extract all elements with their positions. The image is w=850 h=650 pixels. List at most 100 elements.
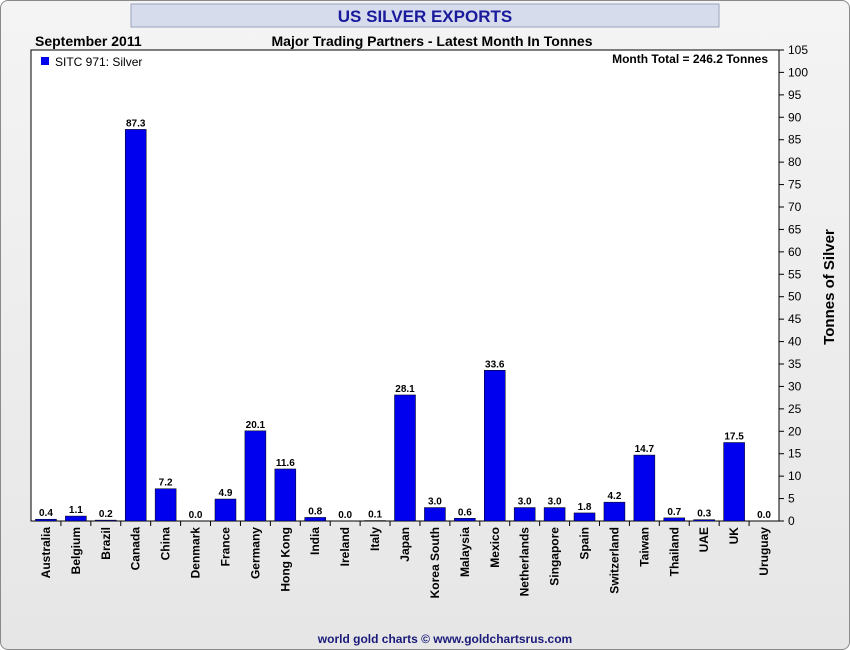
chart-subtitle: Major Trading Partners - Latest Month In… bbox=[272, 33, 593, 49]
x-tick-label: Taiwan bbox=[637, 527, 651, 567]
bar bbox=[65, 515, 87, 522]
y-tick-label: 90 bbox=[788, 110, 802, 124]
data-label: 0.2 bbox=[99, 509, 113, 520]
x-tick-label: Korea South bbox=[428, 527, 442, 598]
data-label: 20.1 bbox=[246, 420, 266, 431]
y-tick-label: 25 bbox=[788, 402, 802, 416]
y-axis-label: Tonnes of Silver bbox=[821, 229, 838, 345]
bar bbox=[244, 430, 267, 522]
y-tick-label: 20 bbox=[788, 424, 802, 438]
data-label: 3.0 bbox=[518, 497, 532, 508]
y-tick-label: 70 bbox=[788, 200, 802, 214]
data-label: 3.0 bbox=[428, 497, 442, 508]
chart-title: US SILVER EXPORTS bbox=[338, 7, 512, 26]
bar bbox=[214, 498, 237, 522]
data-label: 0.0 bbox=[757, 510, 771, 521]
data-label: 4.2 bbox=[607, 491, 621, 502]
x-axis: Australia Belgium Brazil Canada China Denmark… bbox=[39, 521, 771, 598]
y-tick-label: 35 bbox=[788, 357, 802, 371]
data-label: 0.7 bbox=[667, 507, 681, 518]
data-label: 0.0 bbox=[189, 510, 203, 521]
data-label: 0.0 bbox=[338, 510, 352, 521]
data-label: 7.2 bbox=[159, 478, 173, 489]
x-tick-label: Australia bbox=[39, 527, 53, 579]
y-tick-label: 55 bbox=[788, 267, 802, 281]
x-tick-label: Denmark bbox=[189, 527, 203, 579]
x-tick-label: Malaysia bbox=[458, 527, 472, 577]
x-tick-label: Ireland bbox=[338, 527, 352, 566]
y-tick-label: 10 bbox=[788, 469, 802, 483]
data-label: 0.8 bbox=[308, 506, 322, 517]
y-tick-label: 65 bbox=[788, 222, 802, 236]
bar bbox=[663, 517, 686, 522]
y-tick-label: 60 bbox=[788, 245, 802, 259]
x-tick-label: UAE bbox=[697, 527, 711, 552]
bar bbox=[454, 518, 476, 522]
bar bbox=[95, 519, 117, 522]
footer-credit: world gold charts © www.goldchartsrus.co… bbox=[317, 632, 572, 646]
x-tick-label: Japan bbox=[398, 527, 412, 562]
x-tick-label: Mexico bbox=[488, 527, 502, 568]
bar bbox=[723, 442, 745, 522]
x-tick-label: Belgium bbox=[69, 527, 83, 574]
data-label: 0.1 bbox=[368, 510, 382, 521]
x-tick-label: Hong Kong bbox=[278, 527, 292, 592]
legend-swatch bbox=[41, 57, 49, 65]
y-tick-label: 5 bbox=[788, 492, 795, 506]
data-label: 3.0 bbox=[548, 497, 562, 508]
data-label: 0.3 bbox=[697, 509, 711, 520]
y-tick-label: 15 bbox=[788, 447, 802, 461]
data-label: 0.6 bbox=[458, 507, 472, 518]
y-tick-label: 45 bbox=[788, 312, 802, 326]
x-tick-label: China bbox=[159, 527, 173, 561]
bar bbox=[35, 518, 57, 522]
x-tick-label: India bbox=[308, 527, 322, 555]
bar bbox=[513, 507, 536, 522]
y-tick-label: 30 bbox=[788, 379, 802, 393]
data-label: 1.8 bbox=[578, 502, 592, 513]
y-tick-label: 50 bbox=[788, 290, 802, 304]
x-tick-label: Uruguay bbox=[757, 527, 771, 576]
x-tick-label: Germany bbox=[248, 527, 262, 579]
month-total: Month Total = 246.2 Tonnes bbox=[612, 52, 768, 66]
bar bbox=[484, 370, 506, 522]
x-tick-label: Netherlands bbox=[518, 527, 532, 597]
data-label: 1.1 bbox=[69, 505, 83, 516]
bar bbox=[573, 512, 596, 522]
data-label: 11.6 bbox=[276, 458, 295, 469]
data-label: 14.7 bbox=[635, 444, 655, 455]
data-label: 17.5 bbox=[724, 432, 744, 443]
x-tick-label: Singapore bbox=[548, 527, 562, 586]
data-label: 28.1 bbox=[395, 384, 415, 395]
x-tick-label: UK bbox=[727, 527, 741, 545]
bar bbox=[274, 468, 297, 522]
x-tick-label: Switzerland bbox=[607, 527, 621, 594]
bar bbox=[394, 394, 416, 522]
bar bbox=[424, 507, 446, 522]
bar bbox=[603, 501, 626, 522]
y-tick-label: 40 bbox=[788, 335, 802, 349]
data-label: 33.6 bbox=[485, 359, 505, 370]
x-tick-label: Canada bbox=[129, 527, 143, 571]
y-tick-label: 75 bbox=[788, 178, 802, 192]
x-tick-label: Italy bbox=[368, 527, 382, 551]
x-tick-label: Thailand bbox=[667, 527, 681, 576]
legend-label: SITC 971: Silver bbox=[55, 55, 142, 69]
y-tick-label: 105 bbox=[788, 43, 808, 57]
y-tick-label: 85 bbox=[788, 133, 802, 147]
chart-date: September 2011 bbox=[35, 33, 142, 49]
bar bbox=[304, 517, 326, 522]
bar-series: 0.4 1.1 0.2 87.3 7.2 0.0 4.9 20.1 11.6 0.8 0.0 0.1 2… bbox=[35, 118, 771, 522]
bar bbox=[124, 129, 147, 522]
data-label: 0.4 bbox=[39, 508, 53, 519]
data-label: 4.9 bbox=[219, 488, 233, 499]
bar bbox=[543, 507, 566, 522]
x-tick-label: Spain bbox=[578, 527, 592, 560]
y-axis: 0 5 10 15 20 25 30 35 40 45 50 55 60 65 70 75 80 85 90 95 10… bbox=[779, 43, 808, 528]
title-banner bbox=[130, 3, 720, 28]
bar bbox=[633, 454, 656, 522]
y-tick-label: 0 bbox=[788, 514, 795, 528]
x-tick-label: France bbox=[218, 527, 232, 567]
